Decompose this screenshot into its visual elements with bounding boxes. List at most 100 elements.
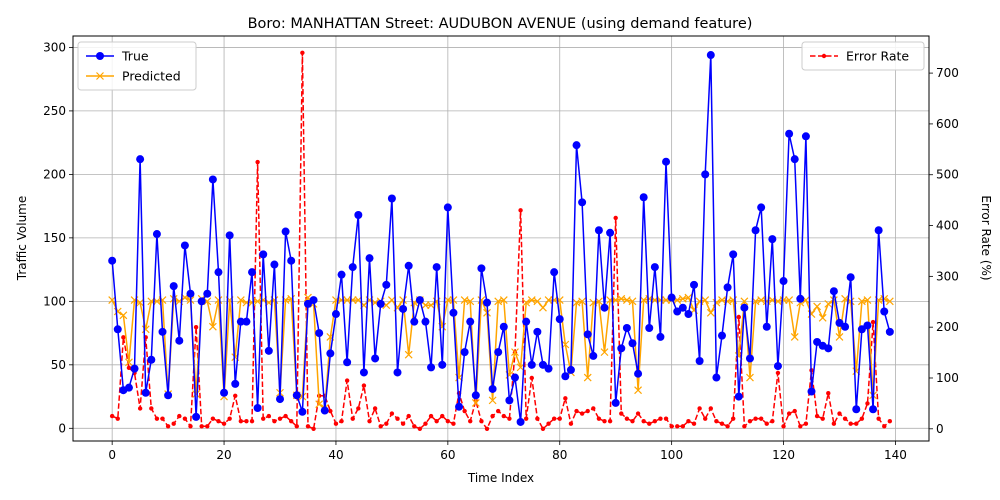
data-point [518, 208, 523, 213]
data-point [389, 411, 395, 416]
data-point [691, 421, 697, 426]
data-point [479, 418, 484, 424]
data-point [563, 396, 568, 401]
y-tick-label-right: 600 [936, 117, 959, 131]
data-point [814, 413, 820, 419]
data-point [154, 416, 160, 421]
data-point [238, 418, 244, 424]
data-point [779, 296, 788, 304]
data-point [781, 424, 786, 429]
data-point [272, 418, 277, 424]
data-point [857, 325, 866, 334]
data-point [701, 170, 710, 179]
data-point [175, 336, 184, 345]
data-point [205, 424, 210, 429]
data-point [203, 289, 212, 298]
data-point [630, 418, 635, 424]
data-point [641, 418, 646, 424]
data-point [192, 390, 201, 398]
plot-frame [72, 35, 930, 442]
data-point [337, 270, 346, 279]
data-point [356, 406, 361, 411]
data-point [277, 416, 283, 421]
data-point [846, 273, 855, 282]
data-point [412, 424, 417, 429]
y-tick-label-right: 300 [936, 269, 959, 283]
data-point [130, 364, 139, 373]
data-point [294, 424, 299, 429]
data-point [708, 406, 714, 411]
legend-label: Predicted [122, 69, 181, 84]
data-point [108, 256, 117, 265]
data-point [210, 416, 216, 421]
x-tick-label: 40 [328, 448, 343, 462]
data-point [152, 230, 161, 239]
legend-box [801, 41, 925, 71]
data-point [404, 350, 413, 359]
data-point [188, 424, 193, 429]
chart-title: Boro: MANHATTAN Street: AUDUBON AVENUE (… [248, 16, 753, 32]
data-point [417, 426, 423, 432]
legend-left: True Predicted [77, 41, 197, 91]
data-point [574, 408, 579, 414]
data-point [557, 416, 562, 421]
data-point [801, 132, 810, 141]
data-point [602, 418, 607, 424]
data-point [529, 375, 534, 381]
data-point [367, 418, 372, 424]
data-point [790, 332, 799, 341]
data-point [639, 193, 648, 202]
data-point [539, 303, 547, 312]
data-point [158, 327, 167, 336]
data-point [779, 277, 788, 286]
data-point [813, 337, 822, 346]
data-point [406, 413, 411, 419]
data-point [869, 405, 878, 414]
data-point [298, 407, 307, 416]
y-axis-label: Traffic Volume [15, 196, 29, 282]
data-point [281, 227, 290, 236]
x-tick-label: 140 [884, 448, 907, 462]
data-point [203, 297, 212, 306]
data-point [455, 402, 464, 411]
data-point [764, 421, 769, 426]
data-point [393, 368, 402, 377]
data-point [113, 325, 122, 334]
data-point [742, 424, 747, 429]
y-tick-label-right: 400 [936, 219, 959, 233]
data-point [546, 421, 551, 426]
data-point [266, 413, 272, 419]
data-point [831, 421, 837, 426]
data-point [443, 296, 452, 304]
data-point [523, 416, 529, 421]
data-point [348, 263, 357, 272]
data-point [471, 391, 480, 400]
data-point [378, 424, 383, 429]
data-point [863, 321, 872, 330]
data-point [561, 372, 570, 381]
data-point [427, 301, 435, 310]
data-point [589, 351, 598, 360]
data-point [248, 268, 257, 277]
data-point [288, 418, 294, 424]
data-point [656, 332, 665, 341]
data-point [703, 416, 708, 421]
data-point [885, 327, 894, 336]
data-point [490, 413, 495, 419]
data-point [466, 297, 475, 306]
data-point [255, 159, 260, 165]
y-tick-label: 150 [43, 231, 66, 245]
y-ticks-right: 0 100 200 300 400 500 600 700 [929, 66, 959, 436]
data-point [261, 416, 266, 421]
data-point [350, 416, 355, 421]
data-point [807, 387, 816, 396]
data-point [423, 421, 428, 426]
y-tick-label-right: 0 [936, 422, 944, 436]
data-point [434, 418, 439, 424]
data-point [233, 393, 238, 398]
y-tick-label-right: 500 [936, 168, 959, 182]
data-point [164, 391, 173, 400]
data-point [177, 413, 182, 419]
data-point [244, 418, 249, 424]
data-point [859, 416, 865, 421]
